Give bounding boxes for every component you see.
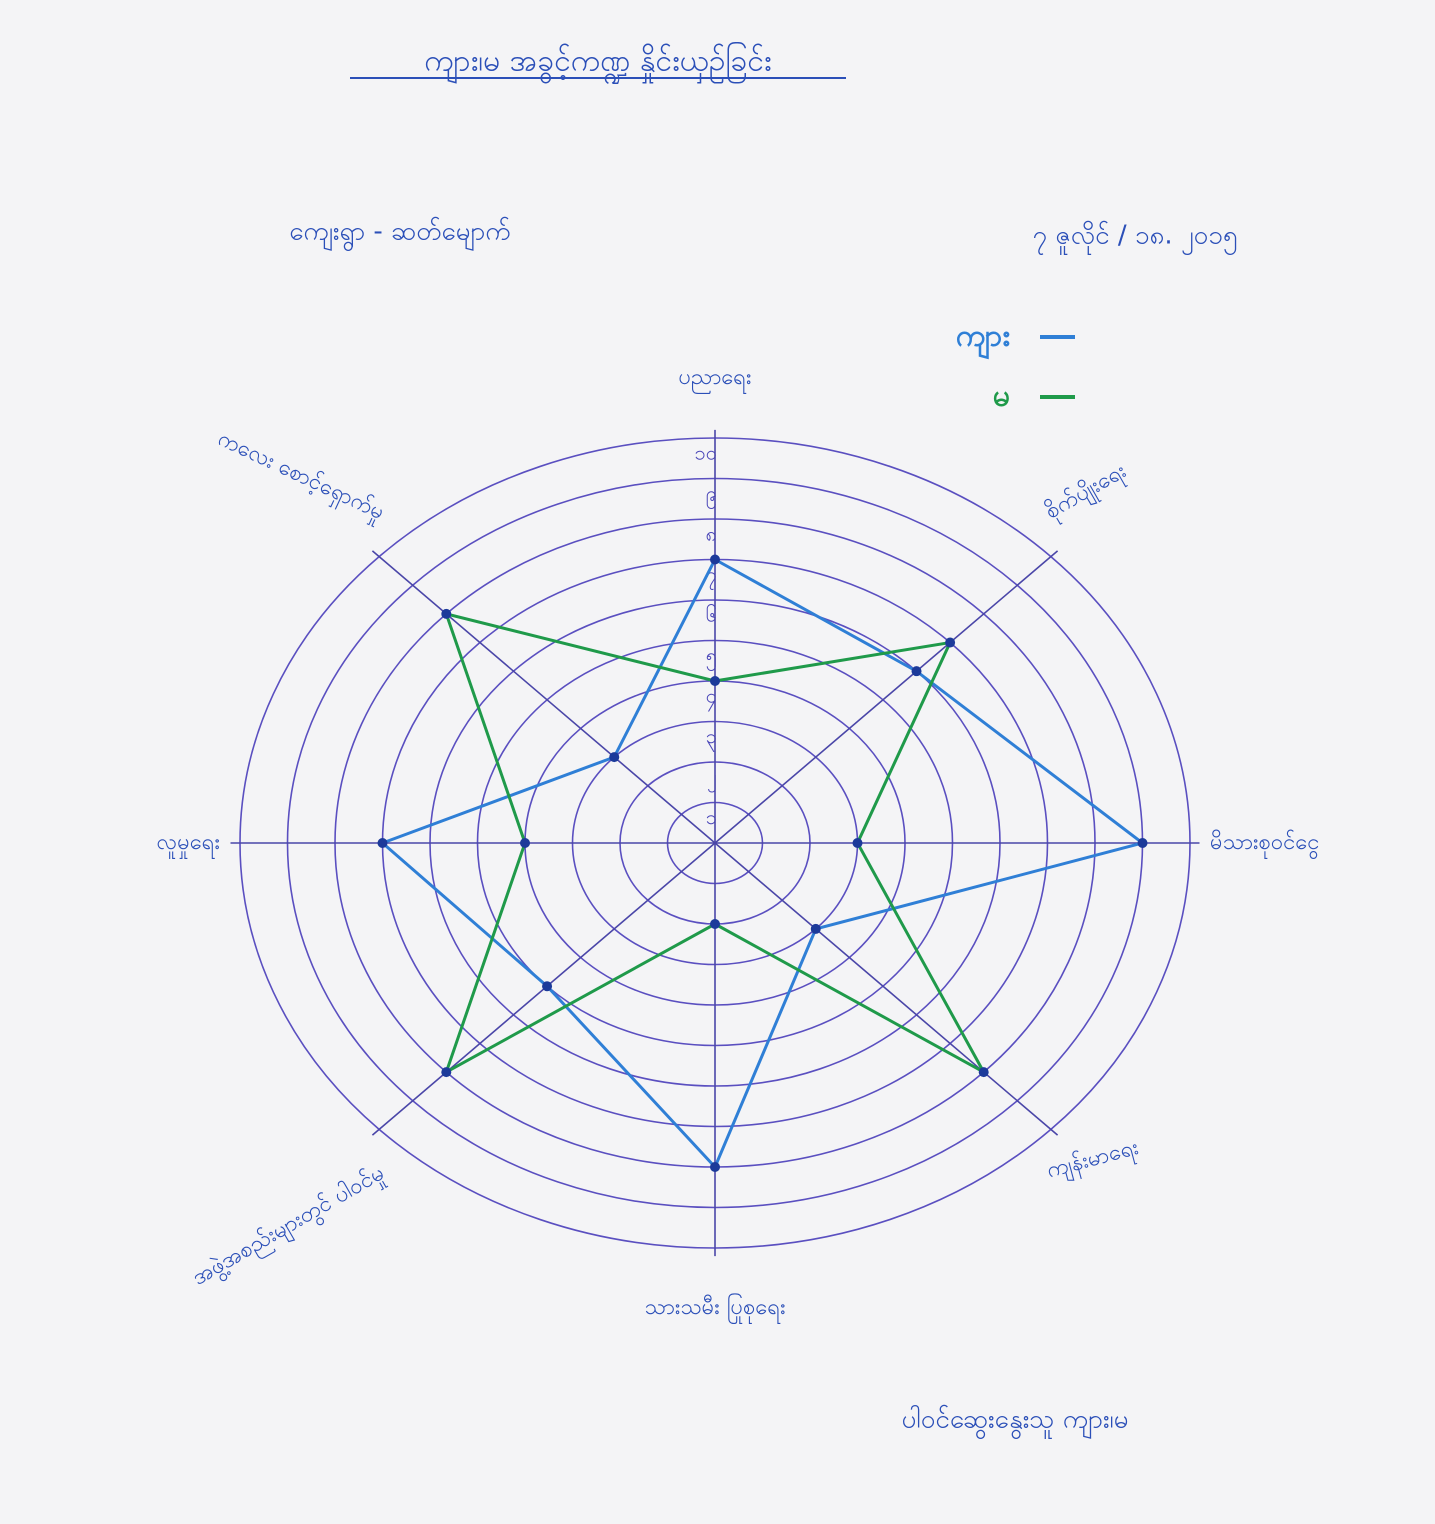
data-point [710,1162,720,1172]
data-point [542,981,552,991]
data-point [912,666,922,676]
axis-label: ပညာရေး [678,365,751,394]
chart: ကျား၊မ အခွင့်ကဏ္ဍ နှိုင်းယှဉ်ခြင်း ကျေးရ… [0,0,1435,1524]
axis-label: သားသမီး ပြုစုရေး [644,1293,785,1324]
data-point [378,838,388,848]
data-point [945,638,955,648]
village-label: ကျေးရွာ - ဆတ်မျောက် [289,216,511,252]
data-point [710,555,720,565]
data-point [710,919,720,929]
data-point [520,838,530,848]
legend-label: မ [993,379,1010,414]
date-label: ၇ ဇူလိုင် / ၁၈. ၂၀၁၅ [1032,220,1237,256]
legend-label: ကျား [956,319,1010,360]
r-tick-label: ၁၀ [695,441,718,465]
footer-label: ပါဝင်ဆွေးနွေးသူ ကျား၊မ [901,1404,1128,1440]
axis-label: လူမှုရေး [157,830,220,859]
data-point [811,924,821,934]
data-point [441,1067,451,1077]
data-point [979,1067,989,1077]
data-point [441,609,451,619]
data-point [1138,838,1148,848]
data-point [853,838,863,848]
data-point [710,676,720,686]
data-point [609,752,619,762]
